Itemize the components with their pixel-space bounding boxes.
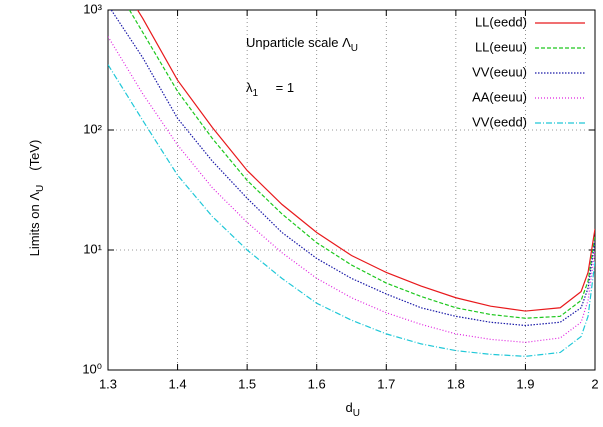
y-axis-label: Limits on ΛU (TeV) — [27, 140, 45, 257]
annotation: Unparticle scale ΛU — [246, 35, 358, 53]
x-axis-label-sub: U — [353, 408, 360, 419]
x-tick-label: 1.7 — [377, 376, 395, 391]
line-series — [108, 36, 595, 343]
plot-area — [108, 10, 595, 357]
annotation-text: Unparticle scale Λ — [246, 35, 351, 50]
annotation-sub: 1 — [253, 88, 259, 99]
legend-label: AA(eeuu) — [472, 89, 527, 104]
x-tick-label: 1.5 — [238, 376, 256, 391]
x-axis-label-text: d — [346, 400, 353, 415]
annotation-sub: U — [351, 43, 358, 54]
legend-label: VV(eeuu) — [472, 64, 527, 79]
y-axis-label-after: (TeV) — [27, 140, 42, 171]
x-tick-label: 1.3 — [99, 376, 117, 391]
x-tick-label: 2 — [591, 376, 598, 391]
plot-frame — [107, 9, 596, 371]
x-tick-label: 1.8 — [447, 376, 465, 391]
y-tick-label: 10¹ — [83, 241, 102, 256]
annotation-text: λ — [246, 80, 253, 95]
y-tick-label: 10⁰ — [82, 361, 102, 376]
y-tick-label: 10² — [83, 121, 102, 136]
x-tick-label: 1.9 — [516, 376, 534, 391]
legend-label: LL(eeuu) — [475, 39, 527, 54]
legend-label: VV(eedd) — [472, 114, 527, 129]
annotation-after: = 1 — [272, 80, 294, 95]
y-axis-label-sub: U — [35, 185, 46, 192]
line-series — [128, 10, 595, 319]
annotation: λ1 = 1 — [246, 80, 294, 98]
y-axis-label-text: Limits on Λ — [27, 192, 42, 257]
x-axis-label: dU — [346, 400, 360, 418]
legend-label: LL(eedd) — [475, 14, 527, 29]
y-tick-label: 10³ — [83, 1, 102, 16]
line-series — [110, 10, 595, 327]
x-tick-label: 1.4 — [169, 376, 187, 391]
line-series — [136, 10, 595, 312]
line-series — [108, 64, 595, 357]
x-tick-label: 1.6 — [308, 376, 326, 391]
